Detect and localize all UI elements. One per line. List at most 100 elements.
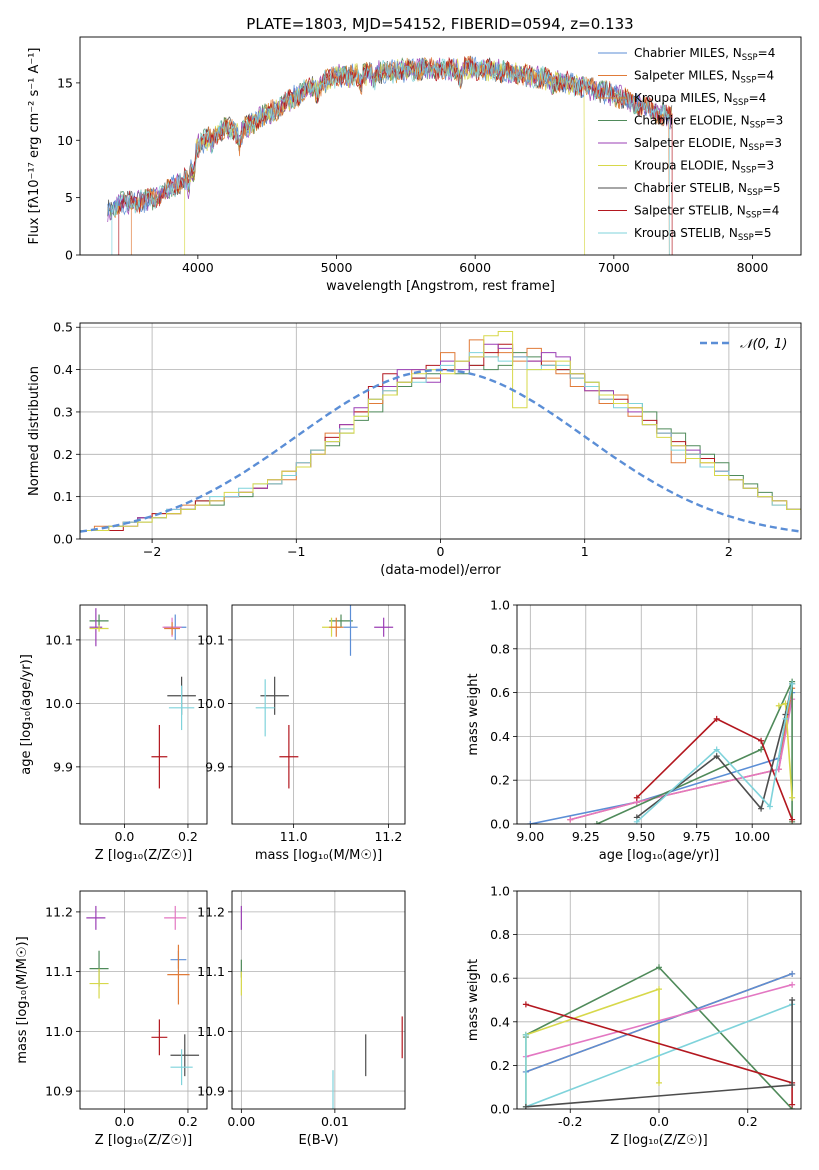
y-tick-label: 0.8 (490, 927, 510, 942)
y-tick-label: 11.2 (197, 904, 225, 919)
weight-marker (593, 821, 600, 824)
x-tick-label: 9.50 (627, 829, 655, 844)
y-tick-label: 0.4 (490, 1014, 510, 1029)
y-axis-label: age [log₁₀(age/yr)] (19, 654, 34, 775)
weight-line (636, 683, 793, 823)
legend-label: Kroupa ELODIE, NSSP=3 (634, 159, 774, 176)
weight-line (596, 681, 793, 824)
axes-frame (231, 890, 406, 1110)
weight-marker (656, 964, 662, 971)
x-tick-label: 0.0 (115, 829, 135, 844)
x-tick-label: 7000 (598, 260, 630, 275)
y-axis-label: mass weight (466, 673, 481, 755)
x-tick-label: 0.0 (649, 1114, 669, 1129)
spectrum-line (111, 58, 670, 255)
y-tick-label: 11.1 (45, 964, 73, 979)
spectrum-line (107, 55, 673, 217)
weight-line (570, 699, 793, 821)
axes-frame (79, 890, 208, 1110)
weight-marker (789, 1101, 796, 1108)
x-tick-label: 1 (581, 544, 589, 559)
weight-line (525, 973, 793, 1073)
histogram-step (80, 331, 801, 531)
y-tick-label: 0.2 (490, 773, 510, 788)
x-axis-label: age [log₁₀(age/yr)] (599, 848, 720, 863)
weight-marker (713, 746, 720, 753)
weight-marker (522, 1001, 529, 1008)
weight-marker (789, 981, 796, 988)
weight-marker (633, 794, 640, 801)
panel-age-vs-Z: 0.0 0.2 9.9 10.0 10.1 Z [log₁₀(Z/Z☉)] age [log… (19, 604, 208, 863)
panel-mass-vs-Z: 0.0 0.2 10.9 11.0 11.1 11.2 Z [log₁₀(Z/Z☉)] mas… (15, 890, 208, 1148)
weight-marker (758, 746, 765, 753)
weight-marker (656, 1079, 662, 1086)
plot-area-weight-vs-age (527, 678, 796, 824)
legend-label: Kroupa MILES, NSSP=4 (634, 91, 766, 108)
y-tick-label: 0.4 (490, 729, 510, 744)
y-axis-label: mass [log₁₀(M/M☉)] (15, 936, 30, 1063)
y-tick-label: 11.1 (197, 964, 225, 979)
weight-line (530, 692, 793, 824)
legend: Chabrier MILES, NSSP=4 Salpeter MILES, NS… (598, 46, 783, 243)
figure-title: PLATE=1803, MJD=54152, FIBERID=0594, z=0… (246, 15, 633, 33)
panel-weight-vs-Z: -0.2 0.0 0.2 0.0 0.2 0.4 0.6 0.8 1.0 Z [log₁₀(Z/Z… (466, 884, 802, 1148)
spectrum-line (107, 56, 673, 218)
x-axis-label: Z [log₁₀(Z/Z☉)] (610, 1133, 707, 1148)
weight-marker (789, 816, 796, 823)
y-tick-label: 0.8 (490, 641, 510, 656)
x-axis-label: mass [log₁₀(M/M☉)] (255, 848, 382, 863)
x-tick-label: 0.2 (178, 829, 198, 844)
x-axis-label: Z [log₁₀(Z/Z☉)] (95, 1133, 192, 1148)
y-tick-label: 0.6 (490, 971, 510, 986)
y-tick-label: 9.9 (205, 759, 225, 774)
legend-label: Chabrier ELODIE, NSSP=3 (634, 114, 783, 131)
plot-area-weight-vs-Z (522, 964, 796, 1109)
y-tick-label: 0.3 (53, 404, 73, 419)
normal-curve (80, 368, 801, 533)
legend-label: Kroupa STELIB, NSSP=5 (634, 226, 772, 243)
weight-marker (766, 803, 773, 810)
axes-frame (516, 604, 802, 825)
weight-marker (789, 680, 796, 687)
x-tick-label: 0.00 (227, 1114, 255, 1129)
x-tick-label: −1 (287, 544, 305, 559)
plot-area-mass-vs-ebv (240, 905, 403, 1109)
x-axis-label: Z [log₁₀(Z/Z☉)] (95, 848, 192, 863)
legend-label: Salpeter MILES, NSSP=4 (634, 69, 774, 86)
x-axis-label: wavelength [Angstrom, rest frame] (326, 279, 555, 294)
weight-marker (789, 794, 796, 801)
weight-line (525, 983, 793, 1058)
weight-marker (656, 986, 662, 993)
y-tick-label: 11.0 (45, 1024, 73, 1039)
plot-area-residuals (80, 331, 801, 533)
y-tick-label: 1.0 (490, 884, 510, 899)
legend-label: Salpeter ELODIE, NSSP=3 (634, 136, 782, 153)
x-tick-label: 0.0 (115, 1114, 135, 1129)
x-tick-label: 11.2 (374, 829, 402, 844)
weight-marker (522, 1031, 529, 1038)
x-tick-label: -0.2 (558, 1114, 582, 1129)
y-tick-label: 0.4 (53, 362, 73, 377)
y-tick-label: 10.9 (45, 1084, 73, 1099)
legend-label: Chabrier STELIB, NSSP=5 (634, 181, 781, 198)
legend-label: Chabrier MILES, NSSP=4 (634, 46, 775, 63)
x-tick-label: 4000 (182, 260, 214, 275)
x-tick-label: 9.75 (683, 829, 711, 844)
x-axis-label: E(B-V) (298, 1133, 338, 1148)
y-tick-label: 9.9 (53, 759, 73, 774)
legend-label: 𝒩(0, 1) (740, 337, 787, 352)
spectrum-line (107, 56, 673, 216)
x-tick-label: 2 (725, 544, 733, 559)
y-tick-label: 5 (65, 190, 73, 205)
y-tick-label: 11.0 (197, 1024, 225, 1039)
y-tick-label: 10.0 (45, 696, 73, 711)
y-tick-label: 0.6 (490, 685, 510, 700)
weight-marker (713, 715, 720, 722)
legend: 𝒩(0, 1) (700, 337, 787, 352)
weight-marker (782, 715, 789, 722)
x-tick-label: 0.2 (178, 1114, 198, 1129)
y-tick-label: 0.2 (490, 1058, 510, 1073)
y-tick-label: 10.1 (45, 632, 73, 647)
y-tick-label: 10.1 (197, 632, 225, 647)
